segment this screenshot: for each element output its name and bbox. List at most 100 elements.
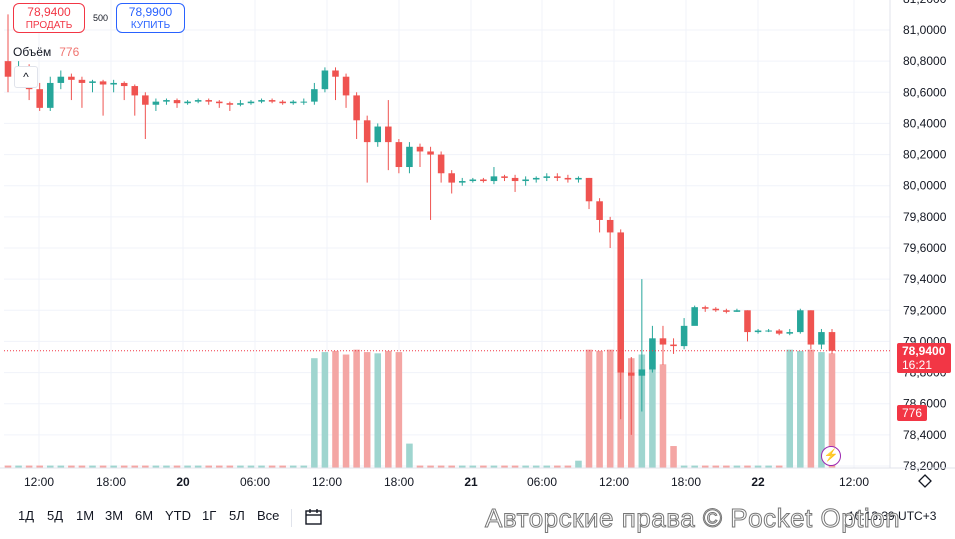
- candle-body: [786, 332, 794, 334]
- volume-bar: [258, 465, 265, 468]
- volume-bar: [733, 465, 741, 468]
- candle-body: [575, 177, 582, 180]
- candle-body: [194, 100, 202, 102]
- candle-body: [216, 101, 223, 104]
- sell-button[interactable]: 78,9400 ПРОДАТЬ: [13, 3, 85, 33]
- volume-bar: [163, 465, 170, 468]
- volume-tag: 776: [897, 405, 927, 421]
- candle-body: [237, 103, 244, 105]
- y-tick-label: 79,8000: [903, 210, 947, 224]
- volume-bar: [25, 465, 33, 468]
- volume-bars: [4, 349, 836, 468]
- lightning-icon[interactable]: ⚡: [821, 446, 841, 466]
- x-tick-label: 06:00: [240, 475, 270, 489]
- candle-body: [268, 100, 276, 102]
- candle-body: [416, 146, 424, 152]
- candle-body: [57, 76, 65, 83]
- volume-bar: [649, 350, 656, 468]
- volume-bar: [342, 354, 350, 468]
- x-tick-label: 20: [176, 475, 190, 489]
- timeframe-3m[interactable]: 3М: [105, 508, 124, 523]
- candle-body: [680, 325, 688, 347]
- volume-bar: [712, 465, 720, 468]
- candle-body: [184, 101, 191, 104]
- candle-body: [723, 310, 730, 312]
- volume-bar: [554, 465, 561, 468]
- candle-body: [46, 82, 54, 108]
- timeframe-5d[interactable]: 5Д: [47, 508, 64, 523]
- timeframe-all[interactable]: Все: [257, 508, 280, 523]
- candle-body: [385, 126, 392, 143]
- candle-body: [353, 95, 360, 121]
- volume-bar: [15, 465, 22, 468]
- volume-bar: [268, 465, 276, 468]
- candle-body: [659, 338, 667, 345]
- volume-bar: [480, 465, 487, 468]
- volume-bar: [247, 465, 255, 468]
- sell-label: ПРОДАТЬ: [25, 20, 73, 31]
- timeframe-1y[interactable]: 1Г: [202, 508, 217, 523]
- candle-body: [458, 181, 466, 183]
- candle-body: [733, 310, 741, 312]
- candle-body: [691, 307, 698, 326]
- candle-body: [480, 179, 487, 182]
- volume-bar: [818, 352, 825, 468]
- x-tick-label: 18:00: [671, 475, 701, 489]
- price-chart[interactable]: 81,2000 81,0000 80,8000 80,6000 80,4000 80,20…: [0, 0, 955, 503]
- candle-body: [321, 70, 329, 90]
- x-tick-label: 18:00: [96, 475, 126, 489]
- spread-value: 500: [93, 13, 109, 23]
- volume-bar: [279, 465, 286, 468]
- candle-body: [152, 101, 160, 105]
- reset-axis-icon[interactable]: [918, 474, 932, 488]
- volume-bar: [4, 465, 12, 468]
- volume-bar: [237, 465, 244, 468]
- bar-countdown: 16:21: [902, 358, 933, 372]
- candle-body: [649, 338, 656, 370]
- candle-body: [173, 100, 181, 104]
- timeframe-5y[interactable]: 5Л: [229, 508, 245, 523]
- clock[interactable]: 10:13:39 UTC+3: [848, 509, 937, 523]
- candle-body: [701, 307, 709, 309]
- volume-legend-label: Объём: [13, 45, 52, 59]
- timeframe-ytd[interactable]: YTD: [165, 508, 191, 523]
- volume-bar: [311, 358, 318, 468]
- collapse-chevron-icon[interactable]: ^: [14, 66, 38, 88]
- candle-body: [501, 176, 508, 178]
- volume-bar: [152, 465, 160, 468]
- timeframe-1m[interactable]: 1М: [76, 508, 95, 523]
- volume-bar: [522, 465, 529, 468]
- volume-bar: [216, 465, 223, 468]
- volume-bar: [385, 350, 392, 468]
- volume-bar: [184, 465, 191, 468]
- candle-body: [226, 103, 234, 105]
- candle-body: [596, 201, 603, 220]
- candle-body: [427, 151, 434, 155]
- candle-body: [628, 372, 635, 376]
- candle-body: [395, 142, 403, 168]
- timeframe-6m[interactable]: 6М: [135, 508, 154, 523]
- volume-bar: [437, 465, 445, 468]
- candle-body: [617, 232, 624, 373]
- buy-button[interactable]: 78,9900 КУПИТЬ: [116, 3, 185, 33]
- sell-price: 78,9400: [27, 5, 71, 19]
- timeframe-1d[interactable]: 1Д: [18, 508, 35, 523]
- volume-bar: [786, 349, 794, 468]
- candle-body: [363, 120, 371, 143]
- volume-bar: [448, 465, 455, 468]
- volume-bar: [99, 465, 107, 468]
- volume-bar: [543, 465, 551, 468]
- volume-bar: [374, 353, 382, 468]
- volume-bar: [532, 465, 540, 468]
- x-tick-label: 12:00: [839, 475, 869, 489]
- volume-bar: [585, 349, 593, 468]
- y-tick-label: 78,4000: [903, 428, 947, 442]
- candle-body: [311, 89, 318, 102]
- calendar-icon[interactable]: [304, 507, 324, 527]
- volume-bar: [511, 465, 519, 468]
- candles: [4, 14, 836, 435]
- candle-body: [374, 126, 382, 143]
- x-tick-label: 18:00: [384, 475, 414, 489]
- y-tick-label: 80,6000: [903, 85, 947, 99]
- candle-body: [554, 176, 561, 178]
